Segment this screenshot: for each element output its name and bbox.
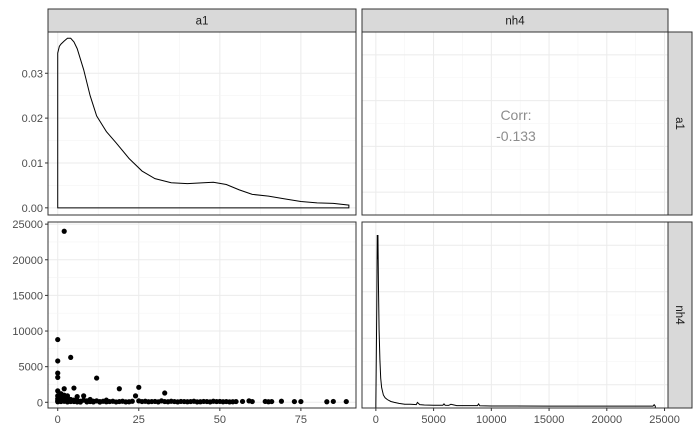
density-nh4-line (375, 235, 656, 409)
scatter-point (343, 398, 349, 405)
panel-bg-tl (48, 32, 356, 215)
strip-top-label: a1 (196, 16, 209, 28)
scatter-point (249, 398, 255, 405)
correlation-annotation: Corr: -0.133 (496, 107, 536, 144)
scatter-point (269, 398, 275, 405)
density-nh4-x-tick-label: 0 (373, 414, 379, 426)
scatter-point (132, 393, 139, 399)
scatter-point (74, 393, 80, 400)
axes: 0.000.010.020.03050001000015000200002500… (12, 68, 679, 426)
scatter-point (324, 399, 330, 405)
scatter-y-tick-label: 5000 (19, 362, 43, 374)
density-a1-y-tick-label: 0.03 (22, 68, 43, 80)
scatter-point (55, 370, 61, 376)
scatter-point (129, 398, 135, 404)
scatter-point (239, 398, 246, 405)
scatter-point (136, 384, 142, 390)
scatter-point (94, 375, 100, 381)
density-nh4-x-tick-label: 15000 (534, 414, 565, 426)
scatter-y-tick-label: 15000 (12, 290, 43, 302)
scatter-point (61, 228, 67, 234)
scatter-point (298, 398, 304, 405)
scatter-point (55, 374, 61, 380)
strip-right-1 (667, 221, 693, 409)
density-a1-line (57, 37, 350, 209)
corr-value: -0.133 (496, 128, 536, 144)
scatter-point (116, 386, 122, 392)
density-a1-y-tick-label: 0.02 (22, 113, 43, 125)
scatter-point (81, 393, 87, 399)
scatter-point (55, 336, 61, 343)
corr-label: Corr: (500, 107, 531, 123)
scatter-point (68, 354, 74, 361)
scatter-y-tick-label: 25000 (12, 219, 43, 231)
panel-border-bl (47, 221, 357, 409)
scatter-point (291, 398, 297, 405)
scatter-point (162, 390, 168, 396)
strip-top-0 (47, 8, 357, 33)
strip-right-label: a1 (673, 117, 685, 130)
panel-backgrounds (48, 31, 668, 409)
density-nh4-x-tick-label: 20000 (592, 414, 623, 426)
facet-strips: a1 nh4 a1 nh4 (47, 8, 693, 409)
scatter-x-tick-label: 50 (214, 414, 226, 426)
strip-right-0 (667, 31, 693, 216)
density-nh4-x-tick-label: 5000 (421, 414, 445, 426)
scatter-y-tick-label: 10000 (12, 326, 43, 338)
strip-top-1 (361, 8, 669, 33)
scatter-point (233, 398, 239, 405)
density-nh4-x-tick-label: 25000 (649, 414, 680, 426)
scatter-y-tick-label: 20000 (12, 255, 43, 267)
strip-right-label: nh4 (673, 305, 685, 325)
strip-top-label: nh4 (505, 16, 525, 28)
scatter-x-tick-label: 0 (55, 414, 61, 426)
scatter-x-tick-label: 25 (133, 414, 145, 426)
scatter-y-tick-label: 0 (37, 397, 43, 409)
panel-bg-bl (48, 222, 356, 408)
density-a1-y-tick-label: 0.01 (22, 158, 43, 170)
scatter-point (71, 385, 77, 391)
scatter-x-tick-label: 75 (295, 414, 307, 426)
density-nh4-x-tick-label: 10000 (476, 414, 507, 426)
scatter-point (278, 398, 285, 404)
density-a1-y-tick-label: 0.00 (22, 203, 43, 215)
scatter-point (55, 358, 61, 364)
scatter-point (330, 398, 336, 405)
panel-content (55, 37, 656, 409)
scatter-point (61, 386, 67, 392)
